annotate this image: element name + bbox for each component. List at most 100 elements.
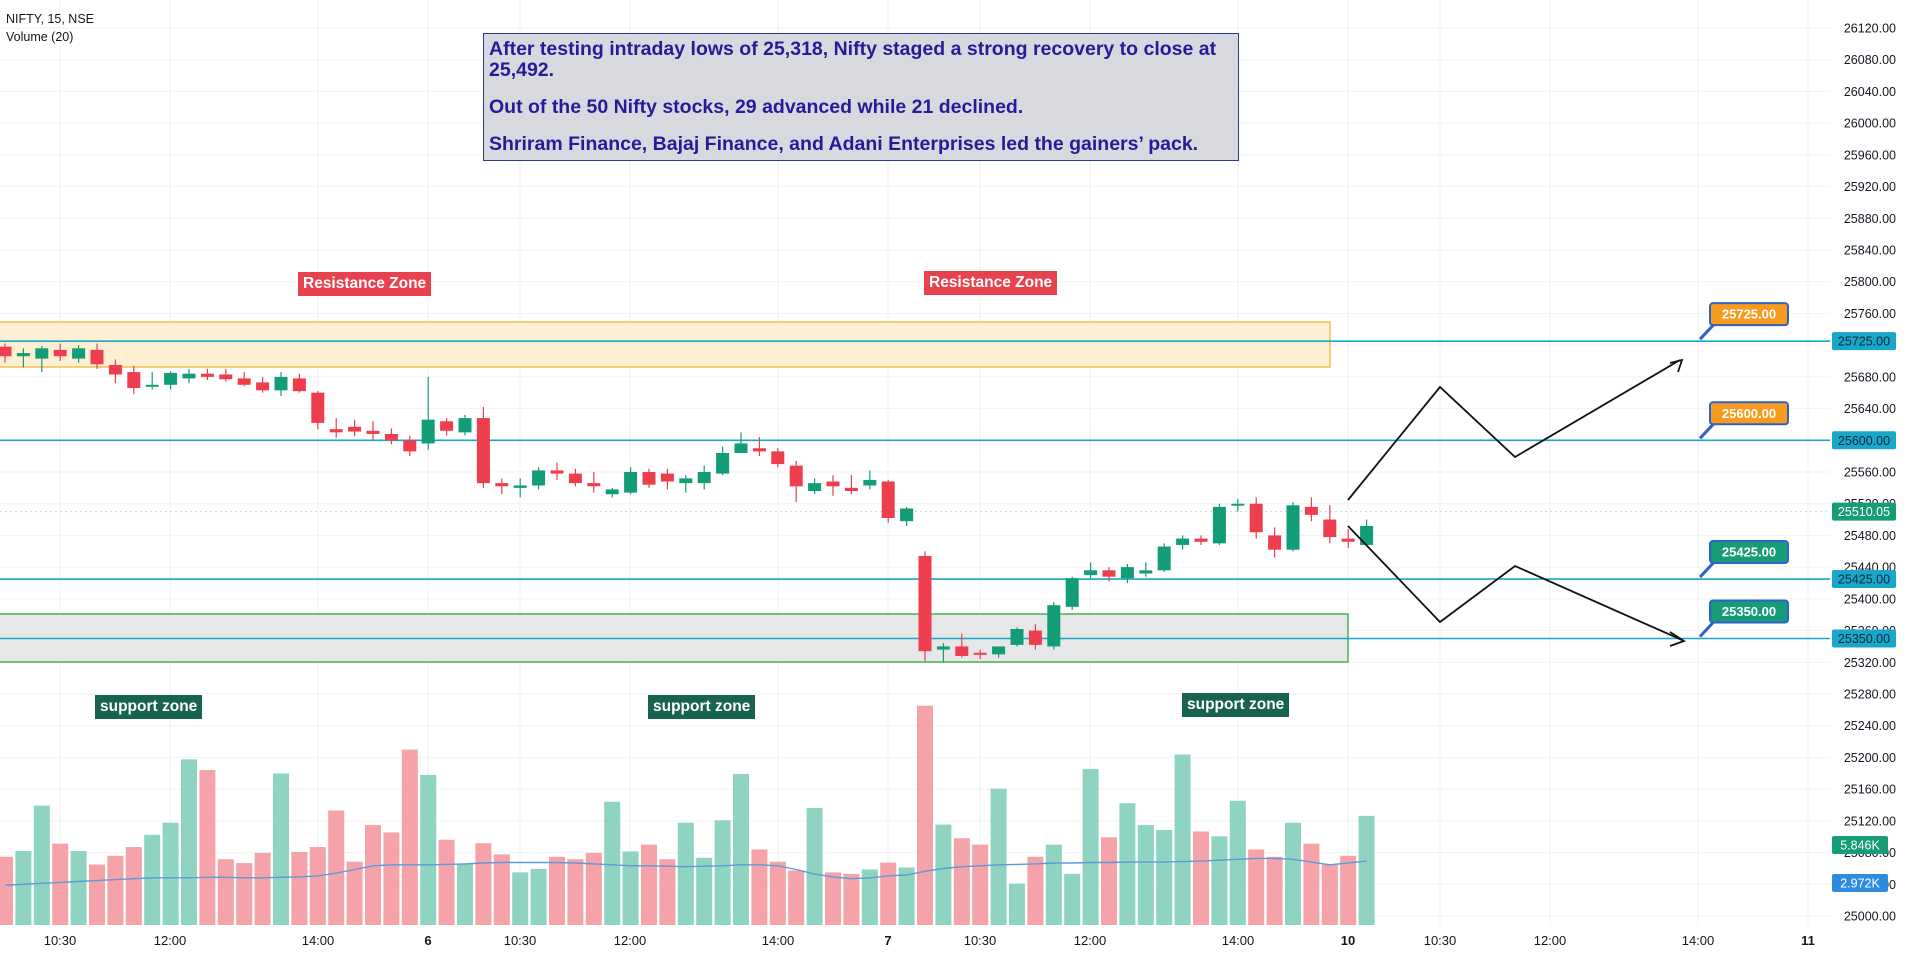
candle-down: [587, 472, 601, 493]
candle-body: [403, 440, 417, 452]
candle-down: [1249, 497, 1263, 539]
candle-body: [329, 429, 343, 433]
candle-up: [808, 478, 822, 495]
candle-up: [624, 467, 638, 495]
bullish-projection-path: [1347, 359, 1681, 501]
time-tick-label: 10: [1341, 933, 1355, 948]
volume-bar: [751, 849, 768, 925]
candle-body: [495, 483, 509, 487]
candle-down: [955, 633, 969, 658]
candle-up: [513, 478, 527, 498]
time-tick-label: 14:00: [1222, 933, 1255, 948]
candle-up: [1286, 502, 1300, 552]
volume-bar: [733, 773, 749, 925]
candle-body: [587, 483, 601, 487]
time-tick-label: 6: [424, 933, 431, 948]
candle-body: [1065, 578, 1079, 607]
candle-body: [1120, 567, 1134, 579]
volume-bar: [806, 808, 823, 925]
price-tick-label: 25160.00: [1844, 783, 1896, 797]
support-zone-label[interactable]: support zone: [1182, 693, 1290, 717]
candle-body: [789, 465, 803, 487]
candle-down: [476, 406, 490, 488]
volume-bar: [1248, 849, 1265, 925]
candle-body: [476, 418, 490, 484]
candle-body: [826, 481, 840, 487]
volume-bar: [89, 864, 105, 925]
resistance-zone-label[interactable]: Resistance Zone: [298, 272, 432, 296]
volume-bar: [696, 857, 713, 925]
price-tick-label: 25200.00: [1844, 751, 1896, 765]
candle-up: [734, 432, 748, 453]
candle-body: [1194, 538, 1208, 542]
time-tick-label: 14:00: [762, 933, 795, 948]
candle-body: [1176, 538, 1190, 545]
candle-body: [0, 346, 12, 357]
resistance-zone-label[interactable]: Resistance Zone: [924, 271, 1058, 295]
annotation-line-1: After testing intraday lows of 25,318, N…: [489, 38, 1217, 81]
time-tick-label: 10:30: [964, 933, 997, 948]
last-price-tag-text: 25510.05: [1838, 505, 1890, 519]
volume-bar: [1340, 855, 1357, 925]
volume-bar: [1027, 856, 1044, 925]
volume-bar: [199, 770, 216, 925]
candle-up: [1231, 498, 1245, 512]
candle-body: [697, 472, 711, 484]
candle-body: [256, 382, 270, 391]
volume-bar: [1101, 837, 1117, 925]
candle-up: [1120, 563, 1134, 583]
candle-body: [1231, 503, 1245, 506]
candle-body: [90, 349, 104, 365]
level-callout: [1709, 599, 1789, 624]
volume-bar: [125, 847, 142, 925]
volume-bar: [144, 834, 161, 925]
candle-body: [734, 443, 748, 453]
candle-up: [16, 348, 30, 368]
candle-body: [127, 372, 141, 388]
candle-body: [716, 452, 730, 474]
volume-bar: [1229, 800, 1246, 925]
price-tick-label: 25680.00: [1844, 370, 1896, 384]
candle-body: [918, 556, 932, 652]
candle-body: [72, 348, 86, 359]
volume-indicator-header[interactable]: Volume (20): [6, 30, 74, 44]
support-zone-label[interactable]: support zone: [648, 695, 756, 719]
candle-body: [237, 378, 251, 385]
candle-up: [992, 646, 1006, 658]
candle-down: [660, 468, 674, 490]
volume-bar: [236, 863, 253, 925]
volume-bar: [1285, 822, 1301, 925]
candle-up: [697, 465, 711, 490]
candle-body: [1139, 570, 1153, 574]
annotation-box[interactable]: After testing intraday lows of 25,318, N…: [483, 33, 1239, 161]
candle-body: [200, 373, 214, 377]
candle-down: [384, 428, 398, 445]
volume-bar: [181, 759, 197, 925]
candle-down: [127, 365, 141, 395]
price-tick-label: 26120.00: [1844, 22, 1896, 36]
candle-body: [348, 426, 362, 432]
time-tick-label: 11: [1801, 933, 1815, 948]
candle-down: [403, 435, 417, 457]
volume-bar: [1266, 856, 1283, 925]
level-axis-tag: [1832, 332, 1896, 351]
candle-up: [72, 345, 86, 363]
candle-body: [421, 419, 435, 444]
candle-up: [458, 414, 472, 436]
volume-bar: [825, 872, 841, 925]
volume-bar: [769, 861, 786, 925]
volume-bar: [972, 844, 989, 925]
time-tick-label: 12:00: [614, 933, 647, 948]
level-axis-tag-text: 25425.00: [1838, 573, 1890, 587]
volume-bar: [1211, 836, 1228, 925]
price-tick-label: 25920.00: [1844, 180, 1896, 194]
candle-body: [881, 481, 895, 518]
volume-tag-text: 5.846K: [1840, 839, 1880, 853]
candle-body: [863, 479, 877, 486]
candle-up: [1212, 503, 1226, 545]
level-axis-tag-text: 25725.00: [1838, 335, 1890, 349]
candle-body: [1341, 538, 1355, 542]
support-zone-label[interactable]: support zone: [95, 695, 203, 719]
